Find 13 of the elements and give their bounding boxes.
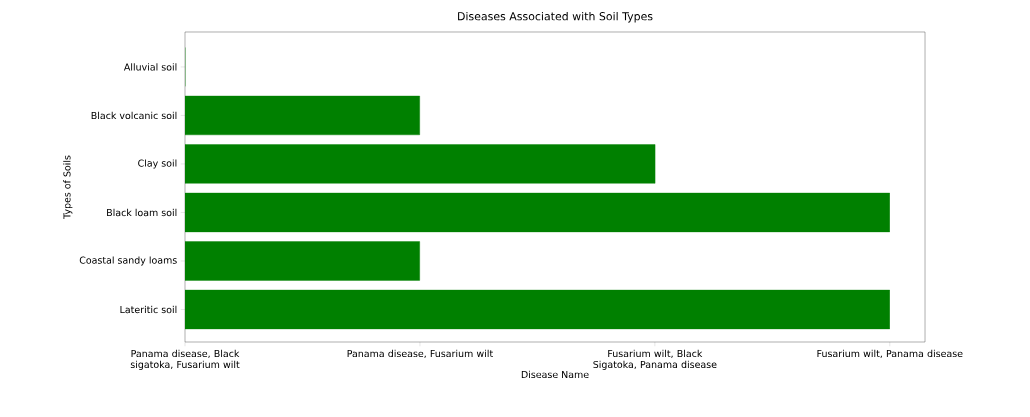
chart-title: Diseases Associated with Soil Types [458,11,653,23]
x-axis-title: Disease Name [521,370,589,379]
text: Fusarium wilt, Panama disease [817,349,963,359]
text: Panama disease, Fusarium wilt [347,349,493,359]
y-tick-label: Black volcanic soil [91,111,177,120]
y-tick-label: Clay soil [138,159,177,169]
text: Fusarium wilt, Black Sigatoka, Panama disease [593,349,717,370]
y-axis-title: Types of Soils [63,155,73,219]
text: Panama disease, Black sigatoka, Fusarium wilt [130,349,240,370]
y-tick-label: Lateritic soil [120,305,177,314]
y-tick-label: Alluvial soil [123,63,177,71]
y-tick-label: Coastal sandy loams [79,256,177,266]
y-tick-label: Black loam soil [107,208,177,217]
